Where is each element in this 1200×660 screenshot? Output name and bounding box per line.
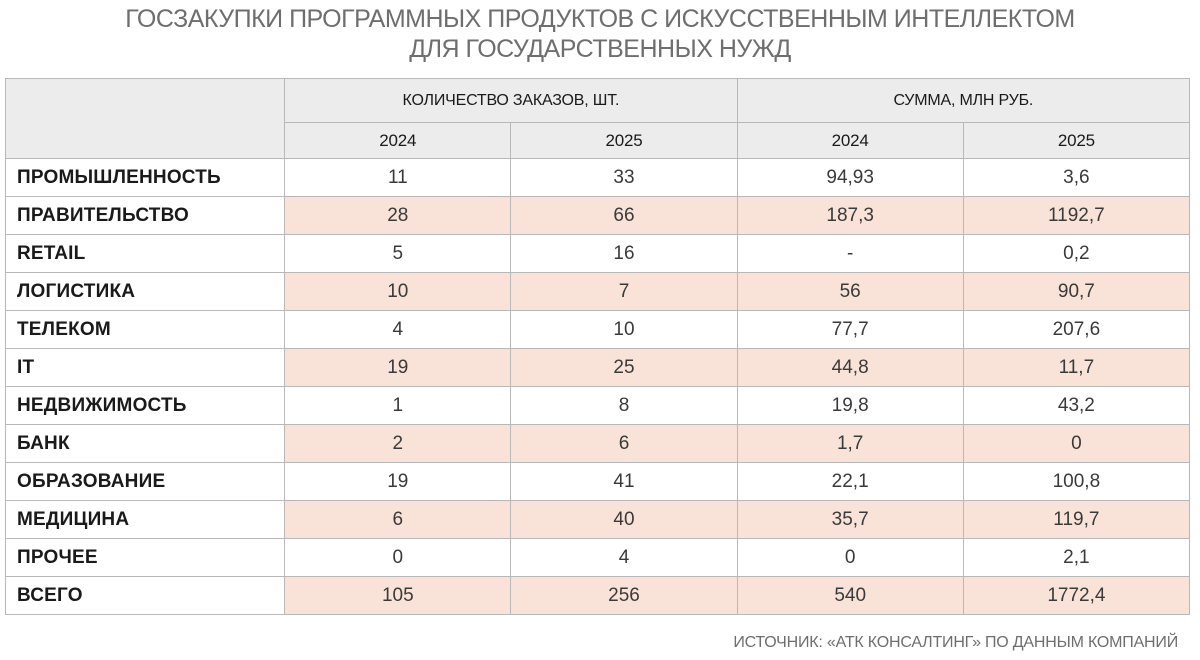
- table-cell: 207,6: [962, 310, 1191, 349]
- year-header: 2024: [284, 122, 512, 159]
- table-cell: 540: [736, 576, 964, 615]
- table-cell: 16: [510, 234, 738, 273]
- table-cell: 11: [284, 158, 512, 197]
- table-cell: 7: [510, 272, 738, 311]
- row-label: ЛОГИСТИКА: [4, 272, 286, 311]
- table-row: ОБРАЗОВАНИЕ 19 41 22,1 100,8: [4, 462, 1191, 501]
- table-cell: 19,8: [736, 386, 964, 425]
- table-cell: 35,7: [736, 500, 964, 539]
- table-cell: 0: [284, 538, 512, 577]
- row-label: ПРАВИТЕЛЬСТВО: [4, 196, 286, 235]
- row-label: ТЕЛЕКОМ: [4, 310, 286, 349]
- table-cell: 10: [284, 272, 512, 311]
- table-cell: 0: [962, 424, 1191, 463]
- table-cell: 33: [510, 158, 738, 197]
- table-row: IT 19 25 44,8 11,7: [4, 348, 1191, 387]
- table-cell: 3,6: [962, 158, 1191, 197]
- table-cell: 6: [510, 424, 738, 463]
- corner-cell: [4, 78, 286, 159]
- table-row: ТЕЛЕКОМ 4 10 77,7 207,6: [4, 310, 1191, 349]
- table-cell: 5: [284, 234, 512, 273]
- table-cell: 19: [284, 348, 512, 387]
- row-label: БАНК: [4, 424, 286, 463]
- table-cell: 0,2: [962, 234, 1191, 273]
- table-cell: 187,3: [736, 196, 964, 235]
- table-row: ВСЕГО 105 256 540 1772,4: [4, 576, 1191, 615]
- table-row: ПРОЧЕЕ 0 4 0 2,1: [4, 538, 1191, 577]
- table-row: ЛОГИСТИКА 10 7 56 90,7: [4, 272, 1191, 311]
- year-header: 2025: [962, 122, 1191, 159]
- table-cell: 4: [510, 538, 738, 577]
- table-cell: 1: [284, 386, 512, 425]
- group-header-sum: СУММА, МЛН РУБ.: [736, 78, 1191, 123]
- table-cell: 6: [284, 500, 512, 539]
- table-cell: 1,7: [736, 424, 964, 463]
- table-cell: 2,1: [962, 538, 1191, 577]
- table-cell: 0: [736, 538, 964, 577]
- table-cell: 105: [284, 576, 512, 615]
- table-cell: 119,7: [962, 500, 1191, 539]
- table-cell: 66: [510, 196, 738, 235]
- table-cell: 1772,4: [962, 576, 1191, 615]
- row-label: ВСЕГО: [4, 576, 286, 615]
- table-row: БАНК 2 6 1,7 0: [4, 424, 1191, 463]
- table-row: ПРОМЫШЛЕННОСТЬ 11 33 94,93 3,6: [4, 158, 1191, 197]
- year-header-row: 2024 2025 2024 2025: [6, 122, 1191, 159]
- table-row: ПРАВИТЕЛЬСТВО 28 66 187,3 1192,7: [4, 196, 1191, 235]
- table-cell: 4: [284, 310, 512, 349]
- row-label: IT: [4, 348, 286, 387]
- row-label: ОБРАЗОВАНИЕ: [4, 462, 286, 501]
- page-title: ГОСЗАКУПКИ ПРОГРАММНЫХ ПРОДУКТОВ С ИСКУС…: [0, 4, 1200, 64]
- table-cell: 56: [736, 272, 964, 311]
- table-cell: 19: [284, 462, 512, 501]
- group-header-orders: КОЛИЧЕСТВО ЗАКАЗОВ, ШТ.: [284, 78, 738, 123]
- table-cell: 41: [510, 462, 738, 501]
- table-cell: 77,7: [736, 310, 964, 349]
- table-cell: 256: [510, 576, 738, 615]
- table-cell: 22,1: [736, 462, 964, 501]
- title-line-1: ГОСЗАКУПКИ ПРОГРАММНЫХ ПРОДУКТОВ С ИСКУС…: [125, 5, 1075, 33]
- table-cell: 40: [510, 500, 738, 539]
- year-header: 2025: [510, 122, 738, 159]
- row-label: НЕДВИЖИМОСТЬ: [4, 386, 286, 425]
- table-row: МЕДИЦИНА 6 40 35,7 119,7: [4, 500, 1191, 539]
- table-row: RETAIL 5 16-0,2: [4, 234, 1191, 273]
- table-cell: 44,8: [736, 348, 964, 387]
- table-row: НЕДВИЖИМОСТЬ 1 8 19,8 43,2: [4, 386, 1191, 425]
- table-cell: 94,93: [736, 158, 964, 197]
- table-body: ПРОМЫШЛЕННОСТЬ 11 33 94,93 3,6 ПРАВИТЕЛЬСТВО 2…: [4, 158, 1191, 615]
- row-label: ПРОМЫШЛЕННОСТЬ: [4, 158, 286, 197]
- table-cell: 25: [510, 348, 738, 387]
- table-cell: 28: [284, 196, 512, 235]
- title-line-2: ДЛЯ ГОСУДАРСТВЕННЫХ НУЖД: [409, 35, 791, 63]
- table-cell: 90,7: [962, 272, 1191, 311]
- year-header: 2024: [736, 122, 964, 159]
- table-cell: 11,7: [962, 348, 1191, 387]
- table-cell: -: [736, 234, 964, 273]
- row-label: RETAIL: [4, 234, 286, 273]
- row-label: МЕДИЦИНА: [4, 500, 286, 539]
- source-note: ИСТОЧНИК: «АТК КОНСАЛТИНГ» ПО ДАННЫМ КОМ…: [733, 634, 1178, 651]
- row-label: ПРОЧЕЕ: [4, 538, 286, 577]
- table-cell: 43,2: [962, 386, 1191, 425]
- table-cell: 100,8: [962, 462, 1191, 501]
- procurement-table: КОЛИЧЕСТВО ЗАКАЗОВ, ШТ. СУММА, МЛН РУБ. …: [4, 78, 1191, 615]
- table-cell: 10: [510, 310, 738, 349]
- group-header-row: КОЛИЧЕСТВО ЗАКАЗОВ, ШТ. СУММА, МЛН РУБ.: [4, 78, 1191, 159]
- table-cell: 2: [284, 424, 512, 463]
- table-cell: 1192,7: [962, 196, 1191, 235]
- table-cell: 8: [510, 386, 738, 425]
